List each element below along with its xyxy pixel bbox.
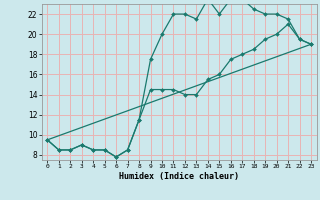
X-axis label: Humidex (Indice chaleur): Humidex (Indice chaleur) bbox=[119, 172, 239, 181]
